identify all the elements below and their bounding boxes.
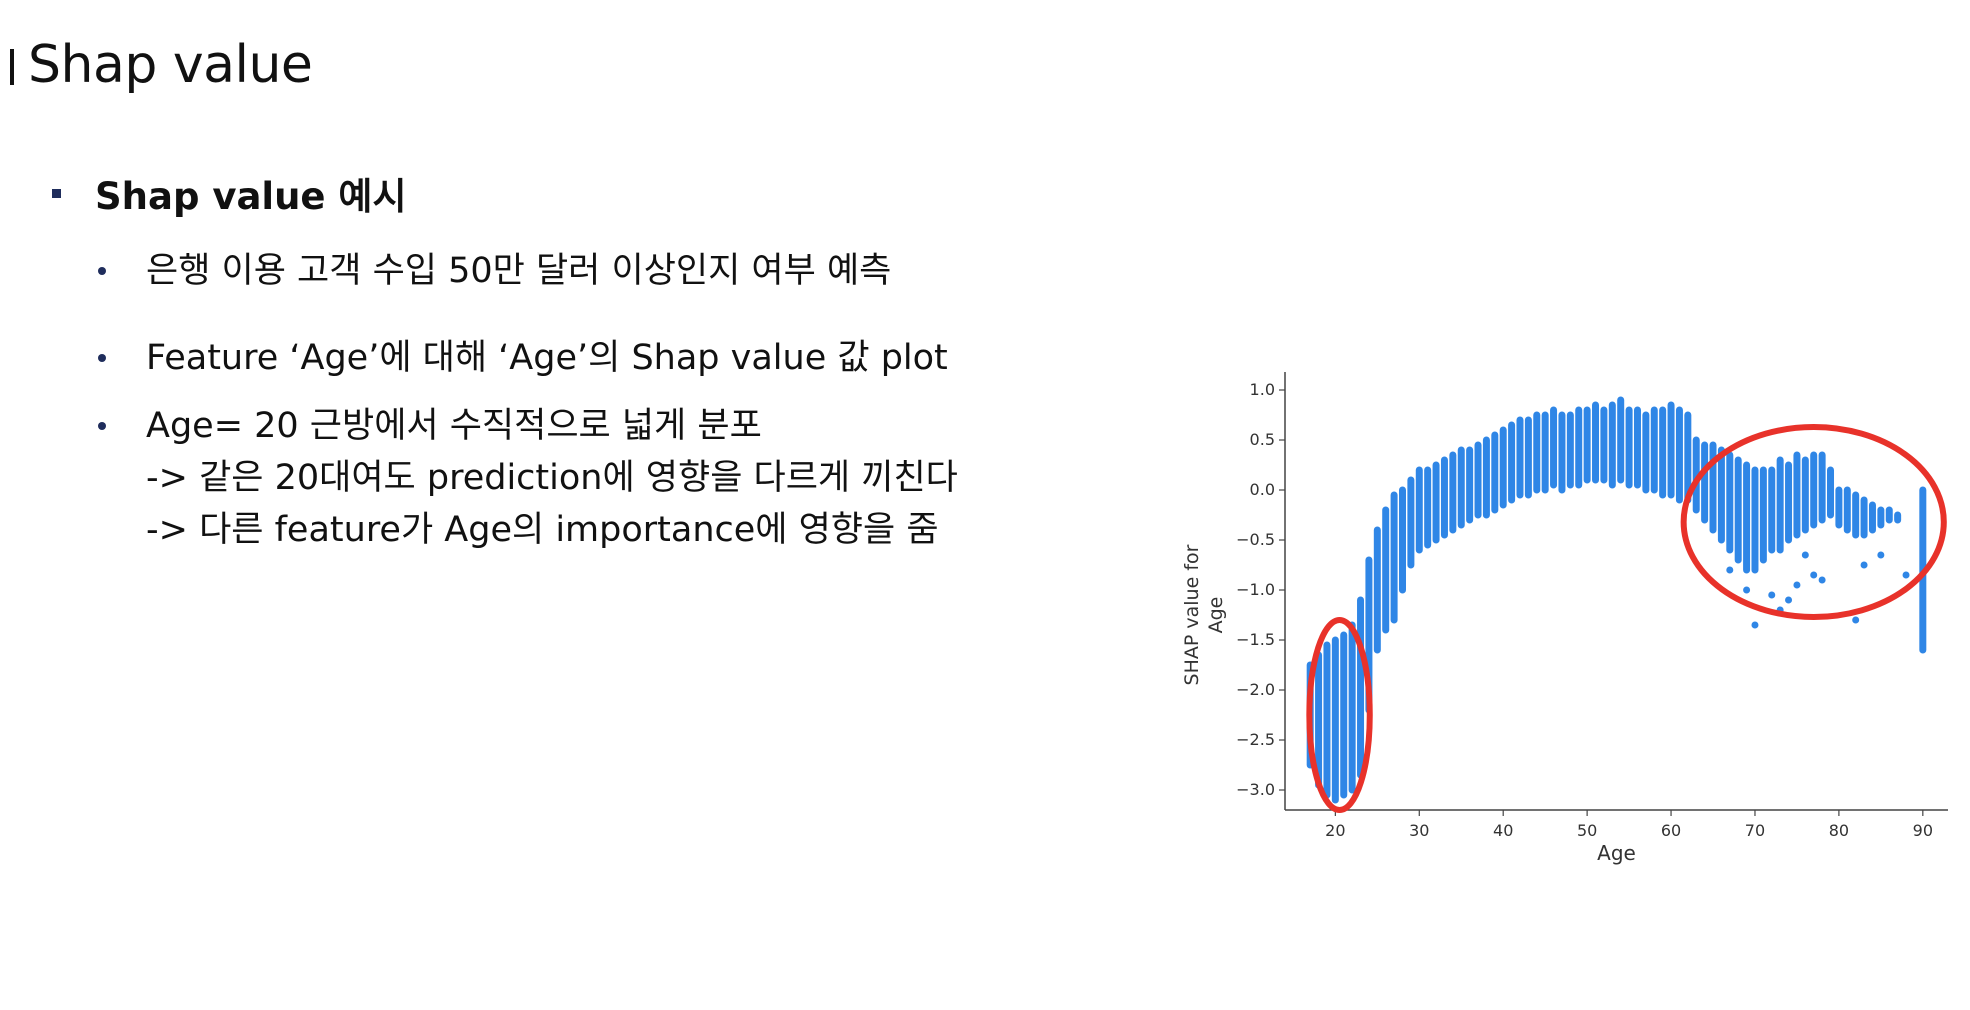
y-tick-label: 0.5 (1250, 430, 1275, 449)
bullet-item: 은행 이용 고객 수입 50만 달러 이상인지 여부 예측 (98, 245, 891, 297)
data-point (1743, 586, 1751, 594)
chart-marks (1306, 396, 1927, 804)
data-point (1801, 551, 1809, 559)
y-axis-label: SHAP value for Age (1181, 544, 1227, 685)
bullet-text: Feature ‘Age’에 대해 ‘Age’의 Shap value 값 pl… (146, 338, 948, 378)
highlight-ellipses (1306, 424, 1947, 813)
highlight-ellipse (1680, 424, 1947, 620)
bullet-item: Feature ‘Age’에 대해 ‘Age’의 Shap value 값 pl… (98, 332, 948, 384)
x-tick-label: 40 (1493, 821, 1513, 840)
x-ticks: 20 30 40 50 60 70 80 90 (1325, 810, 1933, 840)
bullet-dot-icon (98, 267, 106, 275)
data-point (1768, 591, 1776, 599)
x-tick-label: 70 (1745, 821, 1765, 840)
data-point (1785, 596, 1793, 604)
data-point (1902, 571, 1910, 579)
data-point (1860, 561, 1868, 569)
section-title: Shap value 예시 (95, 175, 407, 218)
data-point (1810, 571, 1818, 579)
y-tick-label: −1.5 (1236, 630, 1275, 649)
x-tick-label: 90 (1913, 821, 1933, 840)
x-tick-label: 80 (1829, 821, 1849, 840)
bullet-dot-icon (98, 422, 106, 430)
square-bullet-icon (52, 188, 61, 198)
y-tick-label: −3.0 (1236, 780, 1275, 799)
y-tick-label: −1.0 (1236, 580, 1275, 599)
bullet-dot-icon (98, 354, 106, 362)
bullet-text: 은행 이용 고객 수입 50만 달러 이상인지 여부 예측 (146, 251, 892, 291)
slide-title: Shap value (28, 35, 313, 95)
y-tick-label: 1.0 (1250, 380, 1275, 399)
bullet-item: Age= 20 근방에서 수직적으로 넓게 분포 -> 같은 20대여도 pre… (98, 400, 958, 556)
x-tick-label: 50 (1577, 821, 1597, 840)
slide-title-group: Shap value (10, 30, 313, 100)
y-axis-label-line: SHAP value for (1181, 544, 1203, 685)
y-tick-label: −2.5 (1236, 730, 1275, 749)
y-tick-label: −2.0 (1236, 680, 1275, 699)
x-tick-label: 20 (1325, 821, 1345, 840)
y-tick-label: 0.0 (1250, 480, 1275, 499)
x-tick-label: 60 (1661, 821, 1681, 840)
bullet-text: -> 다른 feature가 Age의 importance에 영향을 줌 (146, 510, 939, 550)
data-point (1751, 621, 1759, 629)
y-tick-label: −0.5 (1236, 530, 1275, 549)
highlight-ellipse (1306, 617, 1373, 813)
bullet-text: Age= 20 근방에서 수직적으로 넓게 분포 (146, 406, 762, 446)
data-point (1818, 576, 1826, 584)
data-point (1852, 616, 1860, 624)
data-point (1726, 566, 1734, 574)
data-point (1793, 581, 1801, 589)
x-tick-label: 30 (1409, 821, 1429, 840)
y-axis-label-line: Age (1205, 597, 1227, 634)
y-ticks: 1.0 0.5 0.0 −0.5 −1.0 −1.5 −2.0 −2.5 −3.0 (1236, 380, 1285, 799)
bullet-text: -> 같은 20대여도 prediction에 영향을 다르게 끼친다 (146, 458, 958, 498)
x-axis-label: Age (1597, 841, 1636, 865)
title-marker (10, 49, 14, 85)
shap-scatter-chart: 20 30 40 50 60 70 80 90 1.0 0.5 0.0 −0.5 −1.0 −1.5 −2… (1181, 372, 1948, 865)
data-point (1877, 551, 1885, 559)
section-header: Shap value 예시 (52, 166, 407, 220)
